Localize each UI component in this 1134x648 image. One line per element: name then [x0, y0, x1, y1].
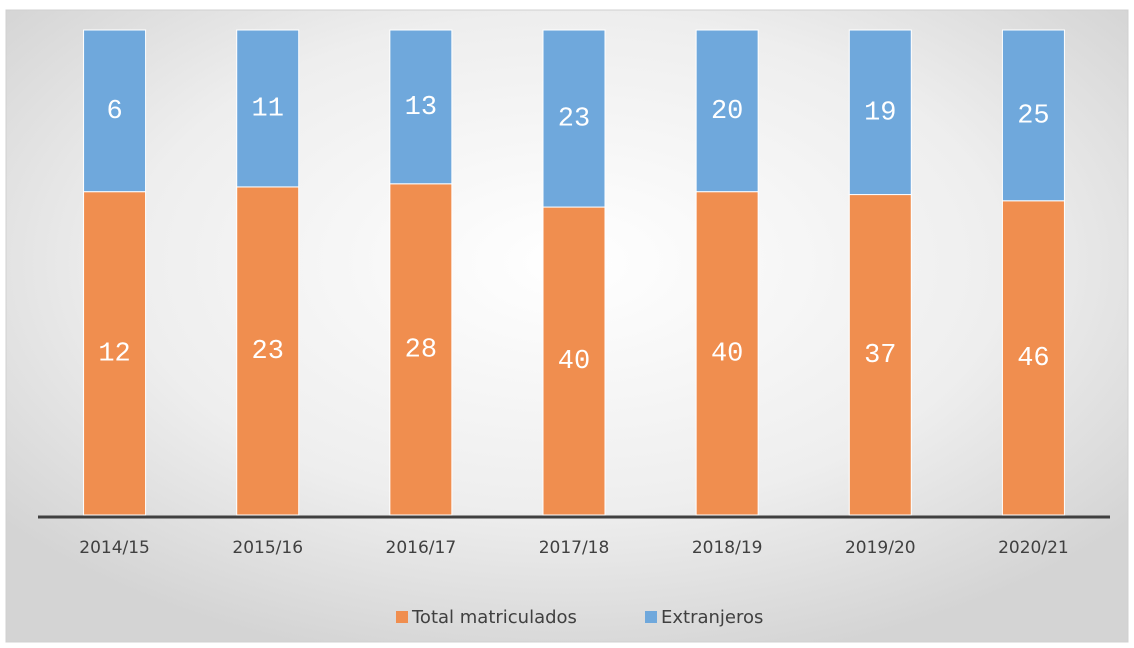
bar-segment — [236, 29, 300, 188]
legend-label: Extranjeros — [661, 607, 763, 628]
bar-segment — [542, 29, 606, 208]
x-tick-label: 2018/19 — [692, 538, 763, 558]
data-label: 37 — [864, 341, 896, 371]
bar-segment — [848, 29, 912, 196]
x-tick-label: 2015/16 — [232, 538, 303, 558]
data-label: 40 — [711, 339, 743, 369]
x-tick-label: 2017/18 — [539, 538, 610, 558]
bar-segment — [389, 29, 453, 185]
legend-label: Total matriculados — [411, 607, 577, 628]
data-label: 23 — [252, 337, 284, 367]
data-label: 12 — [98, 339, 130, 369]
x-tick-label: 2019/20 — [845, 538, 916, 558]
bar-segment — [236, 186, 300, 516]
x-tick-label: 2014/15 — [79, 538, 150, 558]
data-label: 19 — [864, 98, 896, 128]
bar-segment — [83, 29, 147, 193]
data-label: 28 — [405, 336, 437, 366]
data-label: 20 — [711, 97, 743, 127]
x-tick-label: 2020/21 — [998, 538, 1069, 558]
data-label: 13 — [405, 93, 437, 123]
data-label: 46 — [1017, 344, 1049, 374]
data-label: 40 — [558, 347, 590, 377]
legend-swatch — [645, 611, 657, 623]
data-label: 6 — [106, 97, 122, 127]
bar-segment — [83, 191, 147, 516]
data-label: 25 — [1017, 102, 1049, 132]
bar-segment — [848, 194, 912, 516]
data-label: 11 — [252, 95, 284, 125]
bar-segment — [695, 191, 759, 516]
x-tick-label: 2016/17 — [386, 538, 457, 558]
legend-swatch — [396, 611, 408, 623]
bar-segment — [695, 29, 759, 193]
bar-segment — [1001, 29, 1065, 202]
data-label: 23 — [558, 105, 590, 135]
bar-segment — [389, 183, 453, 516]
bar-segment — [542, 206, 606, 516]
